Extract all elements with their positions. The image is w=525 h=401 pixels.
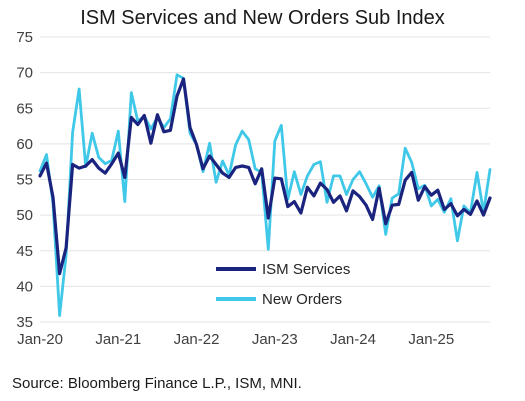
y-tick-label: 40 <box>16 278 33 295</box>
y-tick-label: 65 <box>16 100 33 117</box>
legend: ISM Services New Orders <box>216 261 350 308</box>
legend-label: ISM Services <box>262 261 350 278</box>
x-tick-label: Jan-21 <box>95 331 141 348</box>
series <box>38 73 492 318</box>
legend-label: New Orders <box>262 291 342 308</box>
series-line-new-orders <box>38 73 492 318</box>
y-tick-label: 75 <box>16 29 33 46</box>
chart-title: ISM Services and New Orders Sub Index <box>80 7 445 29</box>
y-axis: 35 40 45 50 55 60 65 70 75 <box>16 29 33 331</box>
series-line-ism-services <box>38 77 492 276</box>
x-tick-label: Jan-23 <box>252 331 298 348</box>
x-tick-label: Jan-20 <box>17 331 63 348</box>
y-tick-label: 60 <box>16 136 33 153</box>
source-note: Source: Bloomberg Finance L.P., ISM, MNI… <box>12 375 302 392</box>
x-tick-label: Jan-22 <box>174 331 220 348</box>
y-tick-label: 35 <box>16 314 33 331</box>
y-tick-label: 55 <box>16 172 33 189</box>
y-tick-label: 70 <box>16 65 33 82</box>
y-tick-label: 45 <box>16 243 33 260</box>
x-tick-label: Jan-24 <box>330 331 376 348</box>
x-axis: Jan-20 Jan-21 Jan-22 Jan-23 Jan-24 Jan-25 <box>17 331 454 348</box>
y-tick-label: 50 <box>16 207 33 224</box>
grid <box>40 36 490 323</box>
x-tick-label: Jan-25 <box>408 331 454 348</box>
